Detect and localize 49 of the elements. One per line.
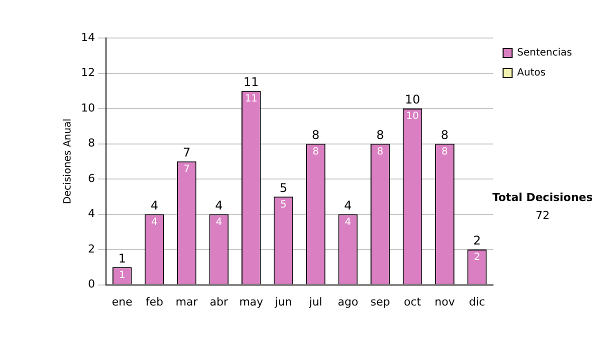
x-tick-label: ene [112,295,133,308]
y-tick-label: 2 [88,242,95,256]
y-axis-title: Decisiones Anual [62,118,74,204]
x-tick-label: abr [210,295,229,308]
x-tick-label: nov [434,295,456,308]
data-label: 8 [377,146,384,158]
y-tick-label: 8 [88,136,95,150]
y-tick-label: 0 [88,278,95,291]
total-label: 4 [150,198,158,212]
y-tick-label: 14 [80,30,95,44]
x-tick-label: sep [370,295,390,308]
data-label: 7 [183,164,190,175]
data-label: 1 [118,270,126,281]
total-label: 11 [244,75,259,90]
total-label: 7 [182,146,190,160]
total-label: 4 [344,198,352,212]
data-label: 4 [151,216,158,228]
data-label: 2 [474,252,480,264]
data-label: 4 [344,216,352,228]
data-label: 8 [312,146,319,158]
total-label: 1 [118,251,126,266]
total-label: 8 [312,128,320,142]
data-label: 5 [280,199,287,210]
data-label: 8 [442,146,448,158]
x-tick-label: mar [176,295,198,308]
data-label: 11 [244,93,258,104]
x-tick-label: may [239,295,264,308]
x-tick-label: oct [404,295,422,308]
total-label: 4 [215,198,223,212]
annotation: Total Decisiones [492,190,594,204]
total-label: 5 [280,180,288,195]
x-tick-label: feb [146,295,164,308]
y-tick-label: 4 [88,207,95,220]
x-tick-label: jun [274,295,292,308]
data-label: 10 [406,111,419,122]
total-label: 10 [404,92,420,107]
total-label: 8 [376,128,384,142]
total-label: 2 [473,234,481,248]
x-tick-label: dic [468,295,486,308]
x-tick-label: ago [338,295,358,308]
legend-label: Sentencias [517,48,572,59]
x-tick-label: jul [308,295,322,308]
total-label: 8 [440,128,449,142]
data-label: 4 [216,216,222,228]
y-tick-label: 10 [80,101,95,114]
text: 72 [536,208,550,222]
y-tick-label: 6 [88,172,95,185]
y-tick-label: 12 [80,66,95,80]
legend-label: Autos [517,68,546,79]
